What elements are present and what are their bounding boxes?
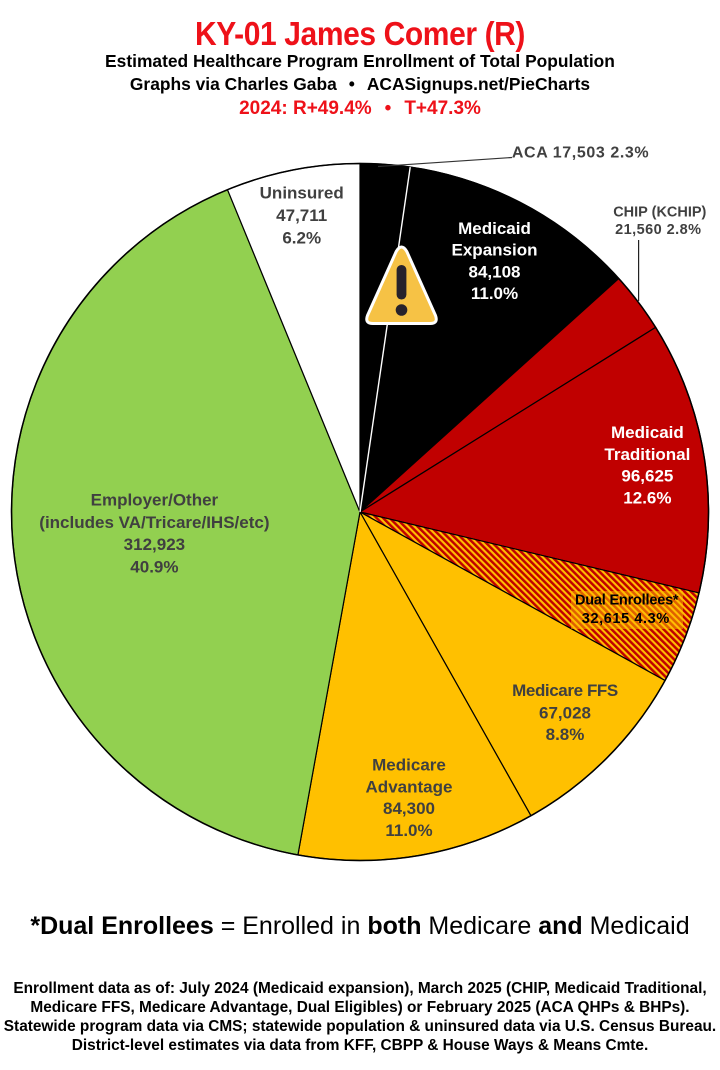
svg-text:8.8%: 8.8% <box>546 725 585 744</box>
svg-text:Dual Enrollees*: Dual Enrollees* <box>575 593 679 609</box>
svg-text:12.6%: 12.6% <box>623 489 671 508</box>
svg-text:67,028: 67,028 <box>539 703 591 722</box>
svg-text:40.9%: 40.9% <box>130 558 178 577</box>
svg-text:Uninsured: Uninsured <box>260 184 344 203</box>
svg-text:312,923: 312,923 <box>124 535 185 554</box>
svg-text:Expansion: Expansion <box>452 241 538 260</box>
svg-text:32,615 4.3%: 32,615 4.3% <box>582 611 670 627</box>
svg-text:Traditional: Traditional <box>604 445 690 464</box>
svg-text:Medicaid: Medicaid <box>458 219 531 238</box>
svg-text:Medicare: Medicare <box>372 756 446 775</box>
svg-text:47,711: 47,711 <box>276 206 327 225</box>
svg-text:84,300: 84,300 <box>383 799 435 818</box>
svg-text:11.0%: 11.0% <box>385 821 432 840</box>
svg-text:11.0%: 11.0% <box>471 284 518 303</box>
svg-text:84,108: 84,108 <box>469 262 521 281</box>
svg-text:CHIP (KCHIP): CHIP (KCHIP) <box>613 205 706 221</box>
svg-text:96,625: 96,625 <box>621 467 673 486</box>
svg-text:6.2%: 6.2% <box>282 228 321 247</box>
svg-text:21,560 2.8%: 21,560 2.8% <box>615 222 701 238</box>
svg-text:Medicaid: Medicaid <box>611 423 684 442</box>
svg-text:Medicare FFS: Medicare FFS <box>512 681 618 700</box>
svg-text:Employer/Other: Employer/Other <box>91 490 219 509</box>
svg-text:Advantage: Advantage <box>366 777 453 796</box>
svg-text:(includes VA/Tricare/IHS/etc): (includes VA/Tricare/IHS/etc) <box>39 513 269 532</box>
svg-text:ACA 17,503 2.3%: ACA 17,503 2.3% <box>512 145 649 162</box>
